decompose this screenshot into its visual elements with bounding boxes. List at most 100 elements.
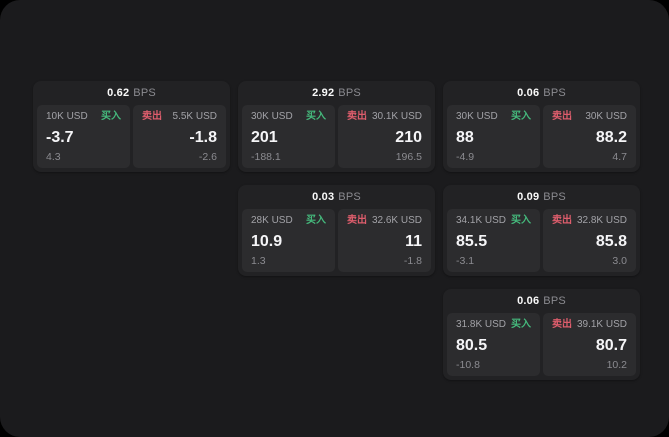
card-header: 0.06 BPS xyxy=(443,289,640,313)
bps-value: 0.62 xyxy=(107,87,130,99)
sell-price: 11 xyxy=(405,232,422,250)
buy-price: 80.5 xyxy=(456,336,488,354)
buy-delta: 4.3 xyxy=(46,150,61,163)
sell-delta: 3.0 xyxy=(612,254,627,267)
buy-delta: 1.3 xyxy=(251,254,266,267)
buy-panel[interactable]: 30K USD 买入 88 -4.9 xyxy=(447,105,540,168)
sell-panel[interactable]: 卖出 30.1K USD 210 196.5 xyxy=(338,105,431,168)
sell-panel[interactable]: 卖出 39.1K USD 80.7 10.2 xyxy=(543,313,636,376)
card-header: 0.06 BPS xyxy=(443,81,640,105)
buy-size-label: 30K USD xyxy=(251,111,293,122)
buy-price: 201 xyxy=(251,128,278,146)
sell-panel-top: 卖出 32.8K USD xyxy=(552,216,627,226)
buy-action-label: 买入 xyxy=(306,111,326,122)
bps-unit-label: BPS xyxy=(543,191,566,203)
buy-panel-top: 30K USD 买入 xyxy=(251,112,326,122)
sell-panel[interactable]: 卖出 32.6K USD 11 -1.8 xyxy=(338,209,431,272)
buy-size-label: 10K USD xyxy=(46,111,88,122)
card-header: 0.62 BPS xyxy=(33,81,230,105)
buy-action-label: 买入 xyxy=(101,111,121,122)
bps-unit-label: BPS xyxy=(133,87,156,99)
sell-panel-top: 卖出 5.5K USD xyxy=(142,112,217,122)
sell-action-label: 卖出 xyxy=(347,111,367,122)
quote-panels: 30K USD 买入 201 -188.1 卖出 30.1K USD 210 1… xyxy=(238,105,435,172)
buy-panel-top: 34.1K USD 买入 xyxy=(456,216,531,226)
sell-panel-top: 卖出 30.1K USD xyxy=(347,112,422,122)
buy-panel-top: 30K USD 买入 xyxy=(456,112,531,122)
sell-delta: -1.8 xyxy=(403,254,422,267)
buy-price: 85.5 xyxy=(456,232,488,250)
sell-size-label: 32.8K USD xyxy=(576,215,627,226)
card-header: 0.09 BPS xyxy=(443,185,640,209)
sell-price: 80.7 xyxy=(595,336,627,354)
quote-card: 0.62 BPS 10K USD 买入 -3.7 4.3 卖出 5.5K USD… xyxy=(33,81,230,172)
buy-delta: -4.9 xyxy=(456,150,475,163)
bps-value: 0.06 xyxy=(517,295,540,307)
sell-panel[interactable]: 卖出 30K USD 88.2 4.7 xyxy=(543,105,636,168)
buy-panel[interactable]: 28K USD 买入 10.9 1.3 xyxy=(242,209,335,272)
sell-panel[interactable]: 卖出 32.8K USD 85.8 3.0 xyxy=(543,209,636,272)
bps-value: 0.03 xyxy=(312,191,335,203)
sell-price: 85.8 xyxy=(595,232,627,250)
sell-size-label: 32.6K USD xyxy=(371,215,422,226)
buy-panel-top: 31.8K USD 买入 xyxy=(456,320,531,330)
buy-action-label: 买入 xyxy=(306,215,326,226)
sell-size-label: 5.5K USD xyxy=(172,111,217,122)
buy-panel[interactable]: 10K USD 买入 -3.7 4.3 xyxy=(37,105,130,168)
sell-action-label: 卖出 xyxy=(552,215,572,226)
buy-size-label: 28K USD xyxy=(251,215,293,226)
buy-panel[interactable]: 34.1K USD 买入 85.5 -3.1 xyxy=(447,209,540,272)
sell-price: 88.2 xyxy=(595,128,627,146)
sell-panel-top: 卖出 32.6K USD xyxy=(347,216,422,226)
bps-unit-label: BPS xyxy=(338,191,361,203)
buy-panel-top: 28K USD 买入 xyxy=(251,216,326,226)
bps-value: 2.92 xyxy=(312,87,335,99)
sell-price: 210 xyxy=(395,128,422,146)
quote-card: 0.03 BPS 28K USD 买入 10.9 1.3 卖出 32.6K US… xyxy=(238,185,435,276)
buy-size-label: 31.8K USD xyxy=(456,319,507,330)
buy-action-label: 买入 xyxy=(511,111,531,122)
quote-panels: 28K USD 买入 10.9 1.3 卖出 32.6K USD 11 -1.8 xyxy=(238,209,435,276)
buy-action-label: 买入 xyxy=(511,319,531,330)
buy-panel[interactable]: 30K USD 买入 201 -188.1 xyxy=(242,105,335,168)
quote-card: 0.06 BPS 30K USD 买入 88 -4.9 卖出 30K USD 8… xyxy=(443,81,640,172)
buy-price: 88 xyxy=(456,128,474,146)
sell-delta: 10.2 xyxy=(606,358,627,371)
buy-panel-top: 10K USD 买入 xyxy=(46,112,121,122)
bps-unit-label: BPS xyxy=(338,87,361,99)
card-header: 2.92 BPS xyxy=(238,81,435,105)
cards-grid: 0.62 BPS 10K USD 买入 -3.7 4.3 卖出 5.5K USD… xyxy=(33,81,640,380)
buy-price: -3.7 xyxy=(46,128,74,146)
sell-action-label: 卖出 xyxy=(347,215,367,226)
buy-action-label: 买入 xyxy=(511,215,531,226)
buy-delta: -3.1 xyxy=(456,254,475,267)
buy-delta: -10.8 xyxy=(456,358,480,371)
sell-panel-top: 卖出 30K USD xyxy=(552,112,627,122)
buy-size-label: 30K USD xyxy=(456,111,498,122)
buy-delta: -188.1 xyxy=(251,150,281,163)
sell-price: -1.8 xyxy=(189,128,217,146)
sell-panel-top: 卖出 39.1K USD xyxy=(552,320,627,330)
card-header: 0.03 BPS xyxy=(238,185,435,209)
sell-action-label: 卖出 xyxy=(552,111,572,122)
quote-panels: 30K USD 买入 88 -4.9 卖出 30K USD 88.2 4.7 xyxy=(443,105,640,172)
sell-size-label: 30.1K USD xyxy=(371,111,422,122)
quote-card: 0.06 BPS 31.8K USD 买入 80.5 -10.8 卖出 39.1… xyxy=(443,289,640,380)
bps-unit-label: BPS xyxy=(543,295,566,307)
buy-size-label: 34.1K USD xyxy=(456,215,507,226)
sell-panel[interactable]: 卖出 5.5K USD -1.8 -2.6 xyxy=(133,105,226,168)
quote-panels: 34.1K USD 买入 85.5 -3.1 卖出 32.8K USD 85.8… xyxy=(443,209,640,276)
quote-panels: 31.8K USD 买入 80.5 -10.8 卖出 39.1K USD 80.… xyxy=(443,313,640,380)
buy-panel[interactable]: 31.8K USD 买入 80.5 -10.8 xyxy=(447,313,540,376)
bps-value: 0.09 xyxy=(517,191,540,203)
sell-size-label: 30K USD xyxy=(585,111,627,122)
quote-panels: 10K USD 买入 -3.7 4.3 卖出 5.5K USD -1.8 -2.… xyxy=(33,105,230,172)
sell-delta: 196.5 xyxy=(395,150,422,163)
sell-action-label: 卖出 xyxy=(142,111,162,122)
quote-card: 0.09 BPS 34.1K USD 买入 85.5 -3.1 卖出 32.8K… xyxy=(443,185,640,276)
bps-unit-label: BPS xyxy=(543,87,566,99)
sell-delta: -2.6 xyxy=(198,150,217,163)
sell-size-label: 39.1K USD xyxy=(576,319,627,330)
bps-value: 0.06 xyxy=(517,87,540,99)
